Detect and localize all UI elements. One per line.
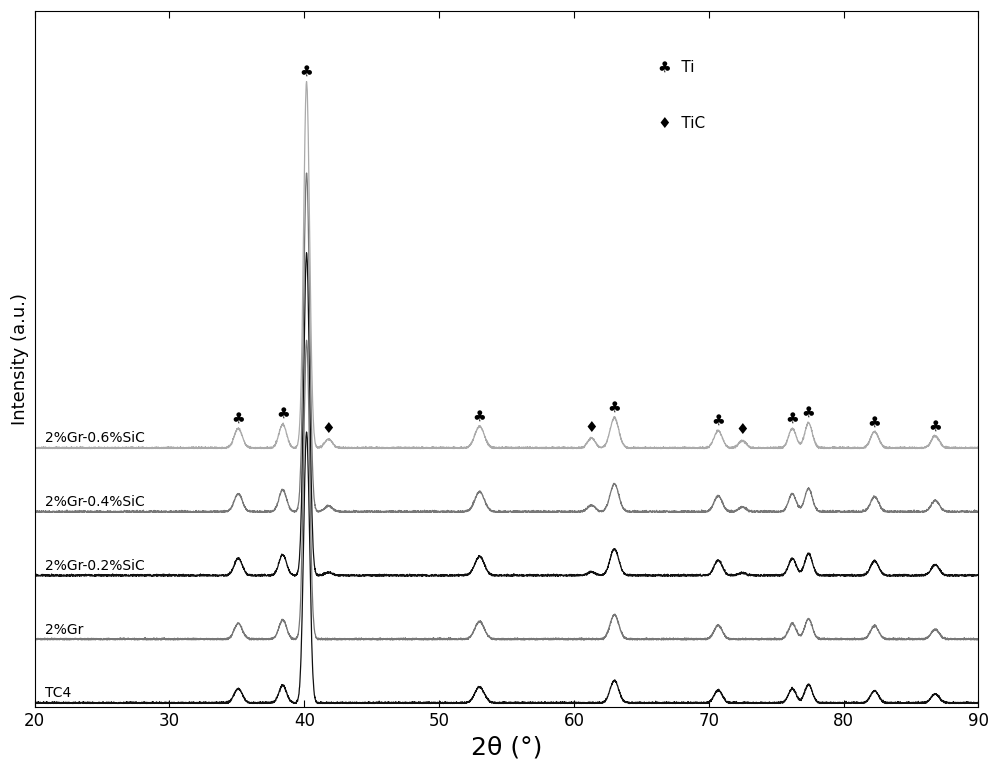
X-axis label: 2θ (°): 2θ (°) — [471, 736, 542, 760]
Text: ♣: ♣ — [711, 412, 725, 427]
Text: ♣: ♣ — [928, 419, 942, 433]
Text: 2%Gr-0.6%SiC: 2%Gr-0.6%SiC — [45, 431, 145, 446]
Text: TC4: TC4 — [45, 686, 72, 700]
Text: ♣: ♣ — [276, 406, 290, 421]
Y-axis label: Intensity (a.u.): Intensity (a.u.) — [11, 293, 29, 426]
Text: ♣: ♣ — [868, 414, 881, 429]
Text: ♦: ♦ — [585, 419, 598, 435]
Text: 2%Gr: 2%Gr — [45, 622, 84, 637]
Text: ♣  Ti: ♣ Ti — [658, 60, 694, 75]
Text: ♦: ♦ — [322, 422, 335, 436]
Text: ♣: ♣ — [231, 411, 245, 426]
Text: ♦  TiC: ♦ TiC — [658, 116, 705, 130]
Text: 2%Gr-0.4%SiC: 2%Gr-0.4%SiC — [45, 495, 145, 509]
Text: ♣: ♣ — [473, 409, 486, 424]
Text: ♣: ♣ — [300, 64, 313, 79]
Text: ♣: ♣ — [802, 405, 815, 419]
Text: ♣: ♣ — [786, 411, 799, 426]
Text: ♣: ♣ — [608, 400, 621, 415]
Text: 2%Gr-0.2%SiC: 2%Gr-0.2%SiC — [45, 559, 145, 573]
Text: ♦: ♦ — [736, 423, 749, 437]
